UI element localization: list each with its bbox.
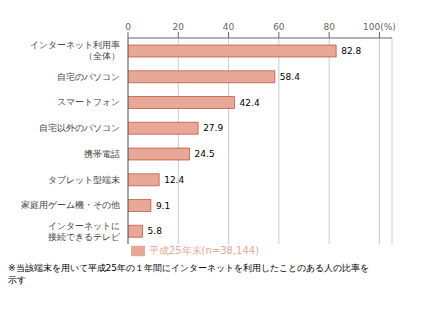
html-text:示す: 示す bbox=[8, 275, 26, 285]
svg-text:自宅以外のパソコン: 自宅以外のパソコン bbox=[39, 123, 120, 133]
svg-text:27.9: 27.9 bbox=[203, 123, 223, 133]
svg-text:家庭用ゲーム機・その他: 家庭用ゲーム機・その他 bbox=[21, 200, 120, 210]
svg-text:インターネットに接続できるテレビ: インターネットに接続できるテレビ bbox=[48, 221, 121, 242]
svg-text:0: 0 bbox=[125, 22, 131, 32]
svg-text:40: 40 bbox=[223, 22, 235, 32]
svg-text:9.1: 9.1 bbox=[156, 201, 170, 211]
svg-text:58.4: 58.4 bbox=[280, 72, 300, 82]
svg-text:20: 20 bbox=[173, 22, 185, 32]
svg-text:100(%): 100(%) bbox=[363, 22, 396, 32]
svg-text:80: 80 bbox=[323, 22, 335, 32]
svg-text:60: 60 bbox=[273, 22, 285, 32]
svg-text:タブレット型端末: タブレット型端末 bbox=[48, 175, 120, 185]
svg-text:12.4: 12.4 bbox=[164, 175, 184, 185]
svg-text:携帯電話: 携帯電話 bbox=[84, 149, 120, 159]
svg-text:スマートフォン: スマートフォン bbox=[57, 97, 120, 107]
svg-text:自宅のパソコン: 自宅のパソコン bbox=[57, 72, 120, 82]
svg-text:インターネット利用率（全体）: インターネット利用率（全体） bbox=[30, 40, 120, 61]
svg-text:24.5: 24.5 bbox=[195, 149, 215, 159]
html-text:平成25年末(n=38,144): 平成25年末(n=38,144) bbox=[148, 245, 260, 256]
svg-text:5.8: 5.8 bbox=[148, 226, 163, 236]
html-text:※当該端末を用いて平成25年の１年間にインターネットを利用し: ※当該端末を用いて平成25年の１年間にインターネットを利用したことのある人の比率… bbox=[8, 263, 369, 273]
svg-text:82.8: 82.8 bbox=[341, 46, 361, 56]
svg-text:42.4: 42.4 bbox=[240, 98, 260, 108]
